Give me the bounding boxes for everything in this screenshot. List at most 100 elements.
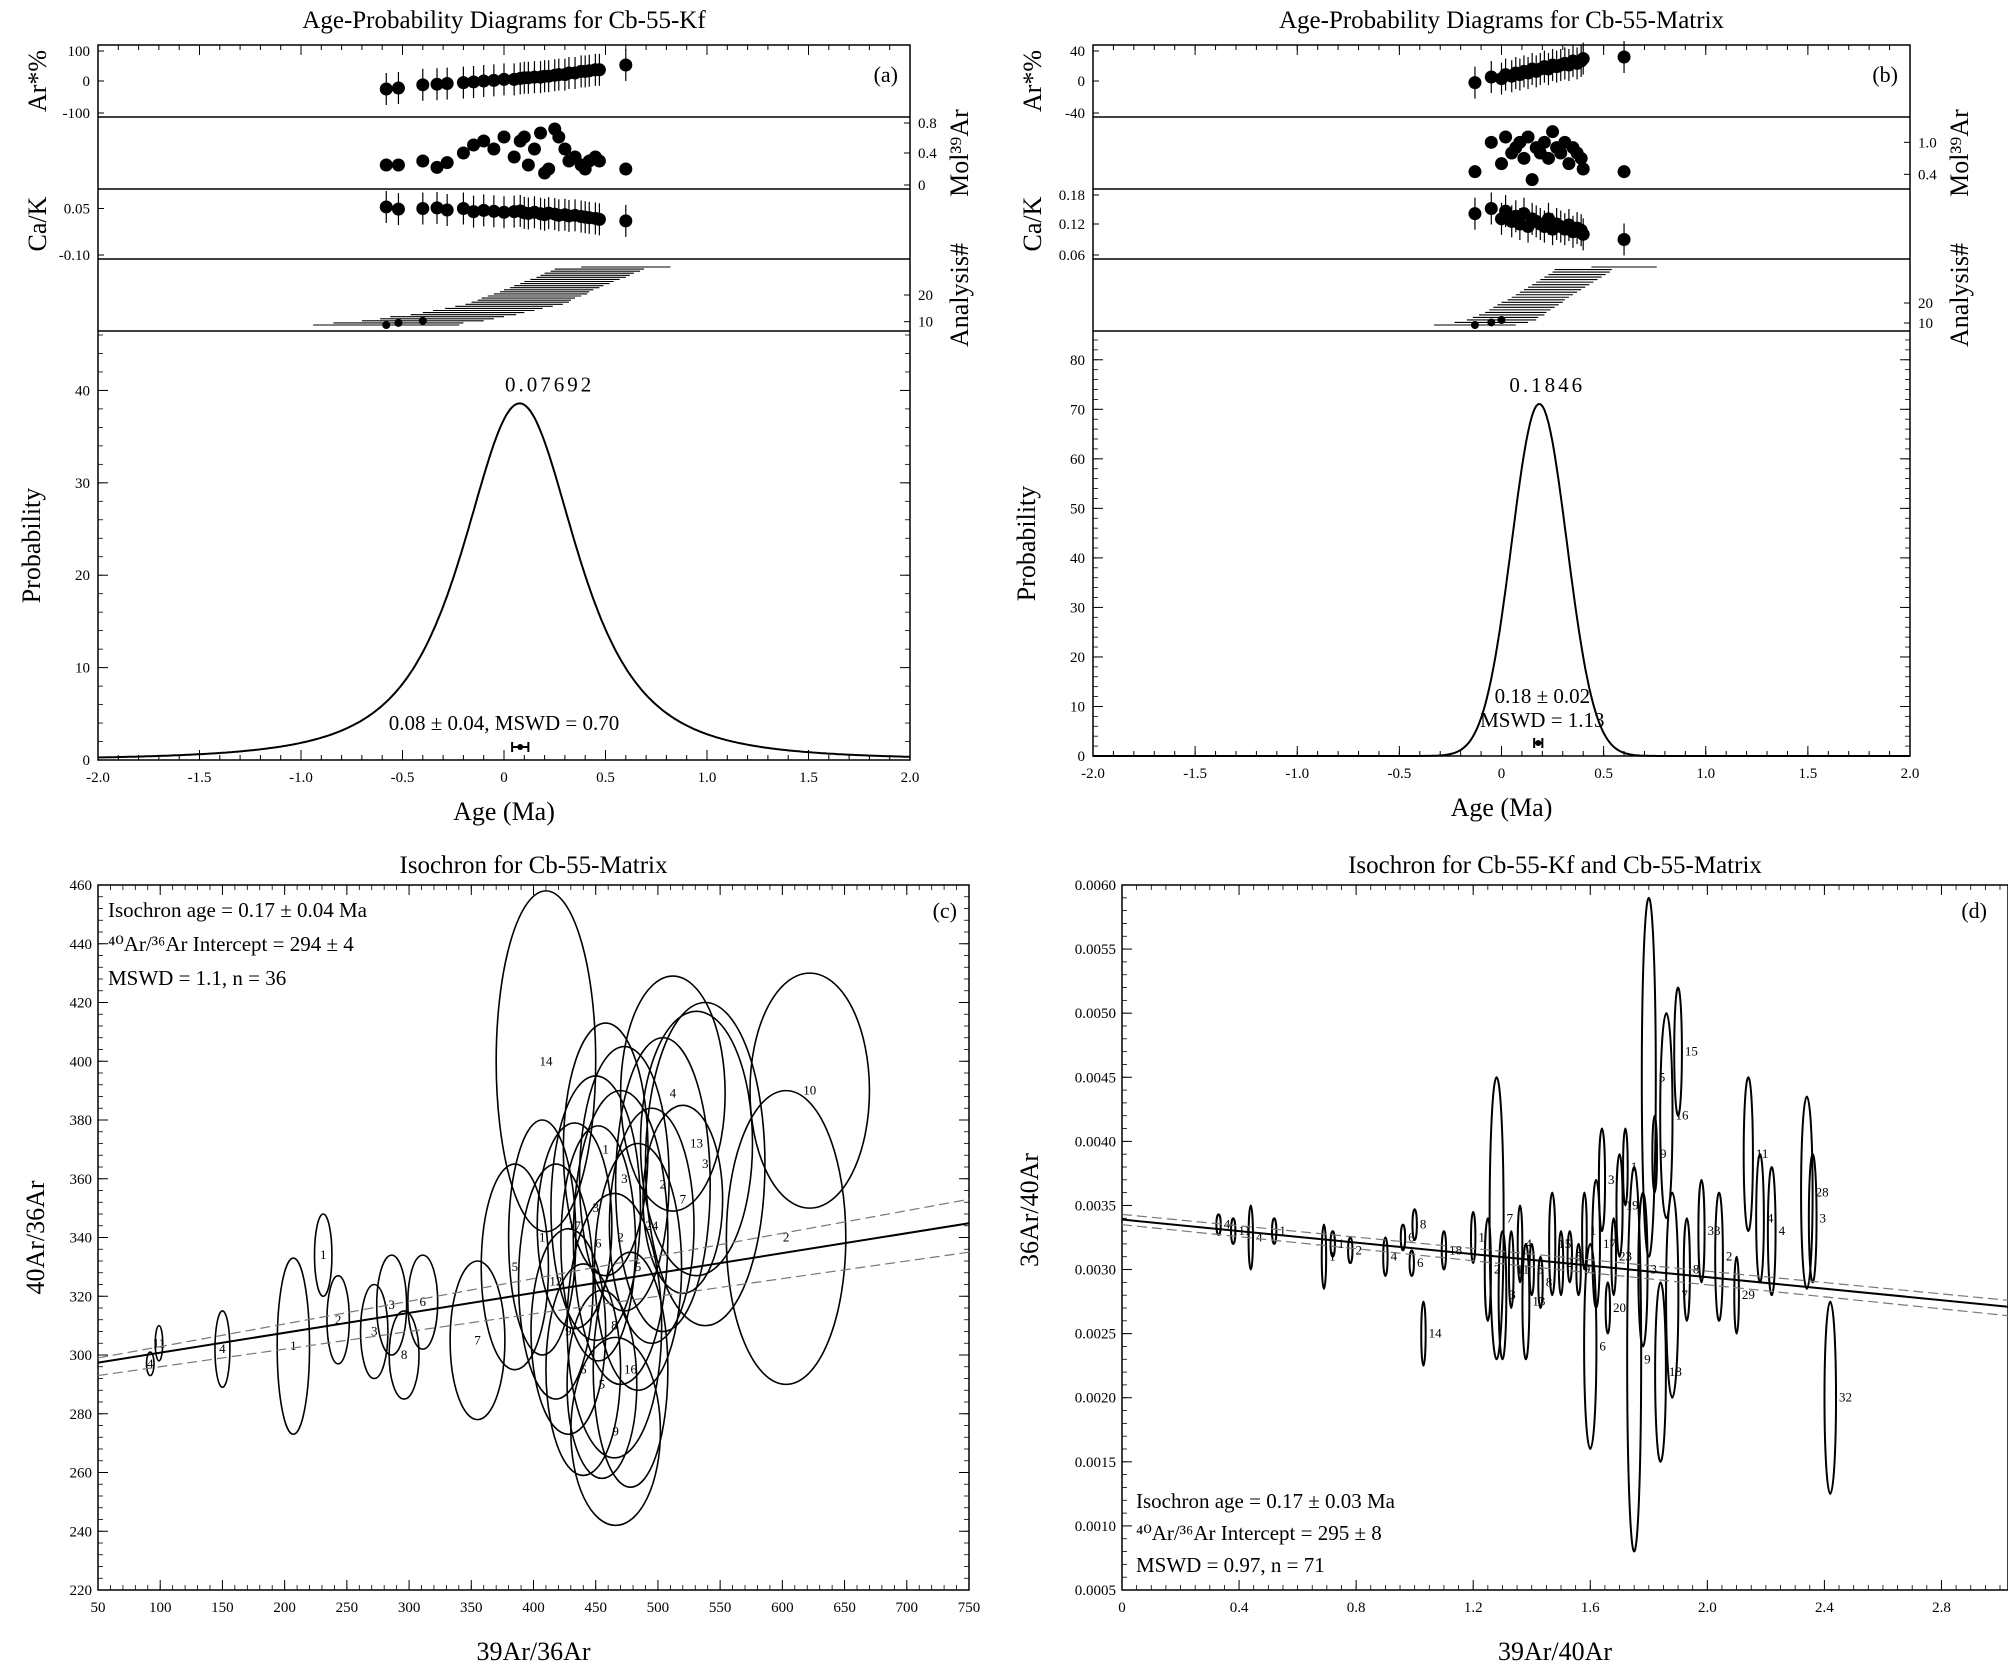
data-point bbox=[1576, 162, 1590, 176]
error-ellipse bbox=[1665, 1191, 1680, 1399]
data-point bbox=[1576, 52, 1590, 66]
ellipse-label: 1 bbox=[320, 1247, 327, 1262]
x-tick-label: 1.2 bbox=[1464, 1600, 1483, 1616]
plot-frame bbox=[97, 884, 970, 1591]
ellipse-label: 4 bbox=[1779, 1223, 1786, 1238]
error-ellipse bbox=[313, 1213, 333, 1298]
data-point bbox=[416, 78, 430, 92]
data-point bbox=[1517, 151, 1531, 165]
ellipse-label: 1 bbox=[1338, 1236, 1345, 1251]
result-text: 0.08 ± 0.04, MSWD = 0.70 bbox=[389, 711, 619, 735]
data-point bbox=[1617, 165, 1631, 179]
result-text-2: MSWD = 1.13 bbox=[1480, 708, 1604, 732]
data-point bbox=[467, 75, 481, 89]
error-ellipse bbox=[1411, 1208, 1418, 1242]
data-point bbox=[394, 318, 403, 327]
ellipse-label: 4 bbox=[670, 1086, 677, 1101]
ellipse-label: 8 bbox=[1420, 1217, 1427, 1232]
error-ellipse bbox=[154, 1324, 164, 1362]
x-tick-label: 200 bbox=[273, 1600, 296, 1616]
panel-d: Isochron for Cb-55-Kf and Cb-55-Matrix (d… bbox=[1015, 852, 2008, 1666]
error-ellipse bbox=[608, 1107, 695, 1345]
error-ellipse bbox=[619, 975, 726, 1212]
error-ellipse bbox=[407, 1254, 439, 1350]
error-ellipse bbox=[1682, 1217, 1691, 1322]
data-point bbox=[379, 82, 393, 96]
error-ellipse bbox=[1697, 1178, 1706, 1284]
x-tick-label: 150 bbox=[211, 1600, 234, 1616]
error-ellipse bbox=[1591, 1178, 1601, 1309]
error-ellipse bbox=[1470, 1210, 1477, 1265]
data-point bbox=[418, 316, 427, 325]
error-ellipse bbox=[1399, 1223, 1407, 1252]
y-tick-label: 30 bbox=[1070, 600, 1085, 616]
error-ellipse bbox=[388, 1310, 420, 1400]
data-point bbox=[1484, 202, 1498, 215]
ellipse-label: 18 bbox=[1449, 1242, 1462, 1257]
strip-tick-label: 0.05 bbox=[64, 202, 90, 218]
data-point bbox=[487, 142, 501, 156]
chart-title: Isochron for Cb-55-Matrix bbox=[400, 852, 668, 879]
strip-tick-label: 0 bbox=[83, 74, 91, 90]
ellipse-label: 10 bbox=[803, 1083, 816, 1098]
ellipse-label: 6 bbox=[595, 1235, 602, 1250]
y-tick-label: 340 bbox=[70, 1231, 93, 1247]
strip-tick-label: 1.0 bbox=[1918, 135, 1937, 151]
data-point bbox=[1468, 207, 1482, 221]
data-point bbox=[1617, 50, 1631, 64]
ellipse-label: 1 bbox=[1478, 1230, 1485, 1245]
y-tick-label: 40 bbox=[1070, 551, 1085, 567]
ellipse-label: 9 bbox=[565, 1324, 572, 1339]
strip-tick-label: 0.4 bbox=[1918, 167, 1937, 183]
x-tick-label: 550 bbox=[709, 1600, 732, 1616]
error-ellipse bbox=[1408, 1249, 1415, 1277]
ellipse-label: 8 bbox=[401, 1347, 408, 1362]
ellipse-label: 3 bbox=[621, 1171, 628, 1186]
error-ellipse bbox=[644, 1001, 766, 1327]
error-ellipse bbox=[1507, 1230, 1515, 1309]
x-tick-label: 0.5 bbox=[596, 770, 615, 786]
data-point bbox=[430, 160, 444, 174]
ellipse-label: 2 bbox=[1355, 1242, 1362, 1257]
data-point bbox=[440, 156, 454, 170]
data-point bbox=[391, 202, 405, 216]
data-point bbox=[517, 130, 531, 144]
error-envelope bbox=[97, 1251, 970, 1377]
x-tick-label: 0 bbox=[1118, 1600, 1126, 1616]
annotation-text: Isochron age = 0.17 ± 0.03 Ma bbox=[1136, 1489, 1396, 1513]
data-point bbox=[1468, 76, 1482, 90]
x-axis-label: Age (Ma) bbox=[1451, 793, 1553, 822]
y-tick-label: 0.0035 bbox=[1075, 1198, 1116, 1214]
error-ellipse bbox=[1673, 986, 1683, 1117]
ellipse-label: 3 bbox=[1608, 1172, 1615, 1187]
data-point bbox=[477, 203, 491, 217]
x-tick-label: 0 bbox=[1498, 766, 1506, 782]
ellipse-label: 16 bbox=[624, 1362, 638, 1377]
x-tick-label: 450 bbox=[584, 1600, 607, 1616]
y-tick-label: 0.0005 bbox=[1075, 1583, 1116, 1599]
error-ellipse bbox=[1640, 896, 1657, 1258]
y-tick-label: 10 bbox=[1070, 699, 1085, 715]
x-tick-label: 1.0 bbox=[698, 770, 717, 786]
error-ellipse bbox=[1497, 1230, 1508, 1361]
x-tick-label: 300 bbox=[398, 1600, 421, 1616]
x-tick-label: 350 bbox=[460, 1600, 483, 1616]
ellipse-label: 11 bbox=[153, 1335, 166, 1350]
y-tick-label: 460 bbox=[70, 878, 93, 894]
x-tick-label: 650 bbox=[833, 1600, 856, 1616]
data-point bbox=[619, 214, 633, 228]
y-tick-label: 50 bbox=[1070, 501, 1085, 517]
ellipse-label: 3 bbox=[371, 1324, 378, 1339]
ellipse-label: 8 bbox=[611, 1318, 618, 1333]
ellipse-label: 14 bbox=[1429, 1326, 1443, 1341]
y-tick-label: 80 bbox=[1070, 353, 1085, 369]
data-point bbox=[416, 154, 430, 168]
error-ellipse bbox=[1420, 1300, 1427, 1367]
error-ellipse bbox=[1604, 1281, 1612, 1335]
error-ellipse bbox=[326, 1274, 351, 1365]
strip-label-cak: Ca/K bbox=[1018, 196, 1047, 251]
data-point bbox=[456, 146, 470, 160]
ellipse-label: 4 bbox=[1256, 1230, 1263, 1245]
error-ellipse bbox=[1548, 1191, 1557, 1297]
strip-label-arstar: Ar*% bbox=[1018, 50, 1047, 112]
